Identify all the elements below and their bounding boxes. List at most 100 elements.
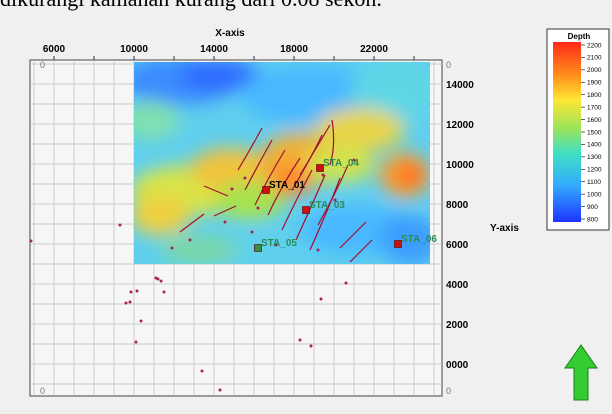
fault-line: [203, 185, 229, 197]
legend-tick-label: 1100: [587, 179, 601, 186]
x-axis-title: X-axis: [215, 28, 245, 39]
station-label: STA_06: [401, 234, 437, 245]
y-tick-label: 0000: [446, 360, 469, 371]
legend-tick-label: 1300: [587, 154, 602, 161]
station-label: STA_05: [261, 238, 297, 249]
sample-point: [298, 338, 302, 342]
y-tick-label: 10000: [446, 160, 474, 171]
y-tick-label: 6000: [446, 240, 469, 251]
fault-line: [329, 119, 335, 166]
station-marker[interactable]: [316, 164, 324, 172]
y-tick-label: 12000: [446, 120, 474, 131]
sample-point: [218, 388, 222, 392]
page-caption: dikurangi kamanan kurang dari 0.08 sekon…: [0, 0, 612, 14]
fault-line: [267, 157, 301, 216]
fault-line: [309, 177, 341, 251]
sample-point: [124, 301, 128, 305]
sample-point: [319, 297, 323, 301]
fault-line: [244, 139, 273, 191]
station-marker[interactable]: [394, 240, 402, 248]
legend-tick-label: 1500: [587, 129, 602, 136]
legend-tick-label: 1200: [587, 167, 602, 174]
y-tick-labels: 14000 12000 10000 8000 6000 4000 2000 00…: [446, 80, 474, 371]
sample-point: [156, 277, 160, 281]
legend-tick-label: 1800: [587, 92, 602, 99]
sample-point: [128, 300, 132, 304]
depth-heatmap: [134, 62, 430, 264]
corner-label: 0: [40, 60, 45, 70]
sample-point: [256, 206, 260, 210]
station-label: STA_01: [269, 180, 305, 191]
fault-line: [213, 205, 237, 217]
fault-line: [317, 164, 349, 226]
sample-point: [333, 198, 337, 202]
sample-point: [243, 176, 247, 180]
legend-color-ramp: [553, 42, 581, 222]
sample-point: [170, 246, 174, 250]
sample-point: [200, 369, 204, 373]
fault-line: [179, 213, 205, 233]
sample-point: [223, 220, 227, 224]
sample-point: [29, 239, 33, 243]
corner-label: 0: [446, 60, 451, 70]
y-axis-title: Y-axis: [490, 223, 519, 234]
sample-point: [129, 290, 133, 294]
station-marker[interactable]: [302, 206, 310, 214]
stations: STA_01 STA_03 STA_04 STA_05 STA_06: [254, 158, 437, 252]
sample-point: [230, 187, 234, 191]
sample-point: [316, 248, 320, 252]
station-label: STA_03: [309, 200, 345, 211]
station-label: STA_04: [323, 158, 359, 169]
fault-lines: [179, 119, 373, 263]
fault-line: [291, 134, 323, 191]
x-tick-label: 14000: [200, 44, 228, 55]
x-tick-label: 10000: [120, 44, 148, 55]
station-marker[interactable]: [254, 244, 262, 252]
x-tick-label: 6000: [43, 44, 66, 55]
x-tick-label: 22000: [360, 44, 388, 55]
corner-label: 0: [40, 386, 45, 396]
fault-line: [281, 169, 313, 231]
sample-point: [309, 344, 313, 348]
fault-line: [339, 221, 367, 249]
depth-legend: Depth 2200 2100 2000 1900 1800 1700 1600 1500 14…: [546, 28, 610, 231]
sample-point: [135, 289, 139, 293]
y-tick-label: 8000: [446, 200, 469, 211]
legend-tick-label: 1900: [587, 80, 602, 87]
legend-title: Depth: [568, 32, 591, 41]
legend-tick-label: 1600: [587, 117, 602, 124]
fault-line: [349, 239, 373, 263]
sample-point: [188, 238, 192, 242]
sample-point: [344, 281, 348, 285]
legend-tick-label: 800: [587, 216, 598, 223]
x-tick-label: 18000: [280, 44, 308, 55]
sample-point: [352, 158, 356, 162]
legend-tick-label: 2200: [587, 42, 602, 49]
sample-point: [274, 243, 278, 247]
x-tick-labels: 6000 10000 14000 18000 22000: [43, 44, 388, 55]
y-tick-label: 2000: [446, 320, 469, 331]
sample-point: [159, 279, 163, 283]
sample-point: [118, 223, 122, 227]
sample-point: [139, 319, 143, 323]
legend-tick-label: 1000: [587, 191, 602, 198]
legend-tick-label: 900: [587, 204, 598, 211]
legend-tick-label: 2100: [587, 55, 602, 62]
fault-line: [254, 149, 286, 206]
corner-label: 0: [446, 386, 451, 396]
legend-tick-label: 1700: [587, 104, 602, 111]
north-arrow-icon: [564, 344, 598, 401]
fault-line: [295, 174, 326, 241]
legend-tick-label: 2000: [587, 67, 602, 74]
legend-tick-label: 1400: [587, 142, 602, 149]
y-tick-label: 4000: [446, 280, 469, 291]
station-marker[interactable]: [262, 186, 270, 194]
fault-line: [237, 127, 263, 171]
sample-points: [29, 158, 356, 392]
sample-point: [162, 290, 166, 294]
sample-point: [134, 340, 138, 344]
y-tick-label: 14000: [446, 80, 474, 91]
sample-point: [250, 230, 254, 234]
sample-point: [321, 173, 325, 177]
